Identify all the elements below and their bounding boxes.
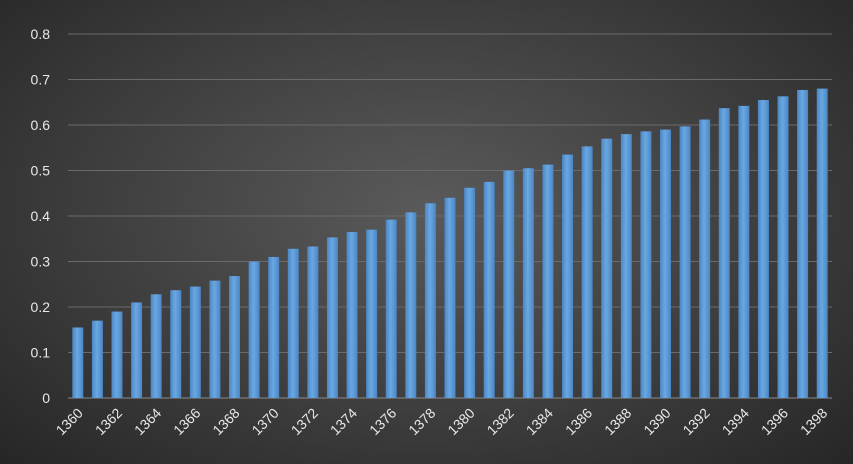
y-tick-label: 0.6 [31,117,51,133]
y-tick-label: 0.1 [31,345,51,361]
x-tick-label: 1396 [758,405,791,438]
bar-1395 [757,99,769,398]
bar-1369 [248,261,260,398]
bar-1370 [268,256,280,398]
bar-1361 [91,320,103,398]
x-tick-label: 1362 [92,405,125,438]
bar-1389 [640,131,652,398]
bar-1373 [326,237,338,398]
bar-1368 [229,276,240,398]
x-tick-label: 1392 [679,405,712,438]
bars [72,88,828,399]
bar-1396 [777,96,789,399]
bar-1393 [718,108,730,398]
bar-1375 [366,229,378,398]
bar-1360 [72,327,84,398]
x-tick-label: 1386 [562,405,595,438]
bar-1397 [797,89,809,398]
bar-1380 [464,187,476,398]
x-tick-label: 1370 [248,405,281,438]
bar-1378 [424,203,436,398]
bar-1398 [816,88,828,398]
bar-1374 [346,231,358,398]
bar-1372 [307,246,319,398]
y-tick-label: 0.4 [31,208,51,224]
y-tick-label: 0 [42,390,50,406]
bar-1362 [111,311,123,398]
bar-1385 [562,154,574,398]
x-tick-label: 1364 [131,405,164,438]
bar-1381 [483,181,495,398]
y-tick-label: 0.7 [31,72,51,88]
bar-1363 [131,302,143,398]
x-tick-label: 1394 [719,405,752,438]
x-tick-label: 1390 [640,405,673,438]
bar-1376 [385,219,397,398]
x-tick-label: 1382 [484,405,517,438]
y-tick-label: 0.8 [31,26,51,42]
bar-1379 [444,197,456,398]
x-tick-label: 1388 [601,405,634,438]
y-tick-label: 0.2 [31,299,51,315]
bar-1386 [581,146,593,398]
bar-1367 [209,280,221,398]
bar-1366 [189,286,201,398]
bar-1387 [601,138,613,398]
bar-1365 [170,290,182,398]
x-tick-label: 1398 [797,405,830,438]
x-tick-label: 1360 [53,405,86,438]
x-tick-label: 1372 [288,405,321,438]
bar-1364 [150,294,162,398]
bar-1371 [287,248,299,398]
x-tick-label: 1374 [327,405,360,438]
x-axis-ticks: 1360 1362 1364 1366 1368 1370 1372 1374 1376 1378… [53,405,831,438]
x-tick-label: 1378 [405,405,438,438]
y-axis-ticks: 0 0.1 0.2 0.3 0.4 0.5 0.6 0.7 0.8 [31,26,51,406]
bar-1394 [738,105,750,398]
y-tick-label: 0.5 [31,163,51,179]
bar-1388 [620,134,632,398]
bar-1377 [405,212,417,398]
x-tick-label: 1376 [366,405,399,438]
bar-1382 [503,170,515,398]
bar-1383 [522,168,534,398]
bar-1391 [679,126,691,399]
x-tick-label: 1366 [170,405,203,438]
x-tick-label: 1368 [209,405,242,438]
x-tick-label: 1384 [523,405,556,438]
x-tick-label: 1380 [444,405,477,438]
y-tick-label: 0.3 [31,254,51,270]
bar-1390 [660,129,671,399]
bar-1392 [699,119,711,398]
bar-1384 [542,164,554,398]
